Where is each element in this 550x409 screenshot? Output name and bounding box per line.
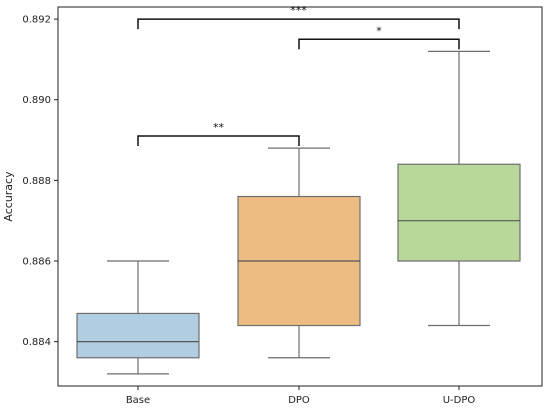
y-tick-label: 0.884	[22, 337, 51, 348]
y-tick-label: 0.888	[22, 176, 51, 187]
significance-brackets: ******	[137, 4, 460, 147]
significance-label: **	[213, 121, 225, 134]
y-axis-label: Accuracy	[2, 171, 15, 222]
box-base	[76, 260, 200, 375]
boxes	[76, 50, 521, 375]
bracket-base-u-dpo: ***	[137, 4, 460, 30]
bracket-base-dpo: **	[137, 121, 300, 147]
y-tick-label: 0.886	[22, 257, 51, 268]
iqr-box	[397, 163, 521, 262]
y-axis: 0.884 0.886 0.888 0.890 0.892	[22, 15, 58, 348]
plot-frame	[57, 6, 543, 387]
y-tick-label: 0.890	[22, 95, 51, 106]
y-tick-label: 0.892	[22, 15, 51, 26]
bracket-line	[298, 38, 460, 50]
x-tick-label-u-dpo: U-DPO	[443, 395, 476, 406]
significance-label: *	[376, 24, 382, 37]
x-tick-label-dpo: DPO	[288, 395, 310, 406]
bracket-line	[137, 135, 300, 147]
x-tick-label-base: Base	[126, 395, 150, 406]
iqr-box	[76, 312, 200, 359]
x-axis: Base DPO U-DPO	[126, 386, 476, 406]
box-u-dpo	[397, 50, 521, 327]
box-dpo	[237, 147, 361, 359]
bracket-dpo-u-dpo: *	[298, 24, 460, 50]
bracket-line	[137, 18, 460, 30]
significance-label: ***	[290, 4, 307, 17]
